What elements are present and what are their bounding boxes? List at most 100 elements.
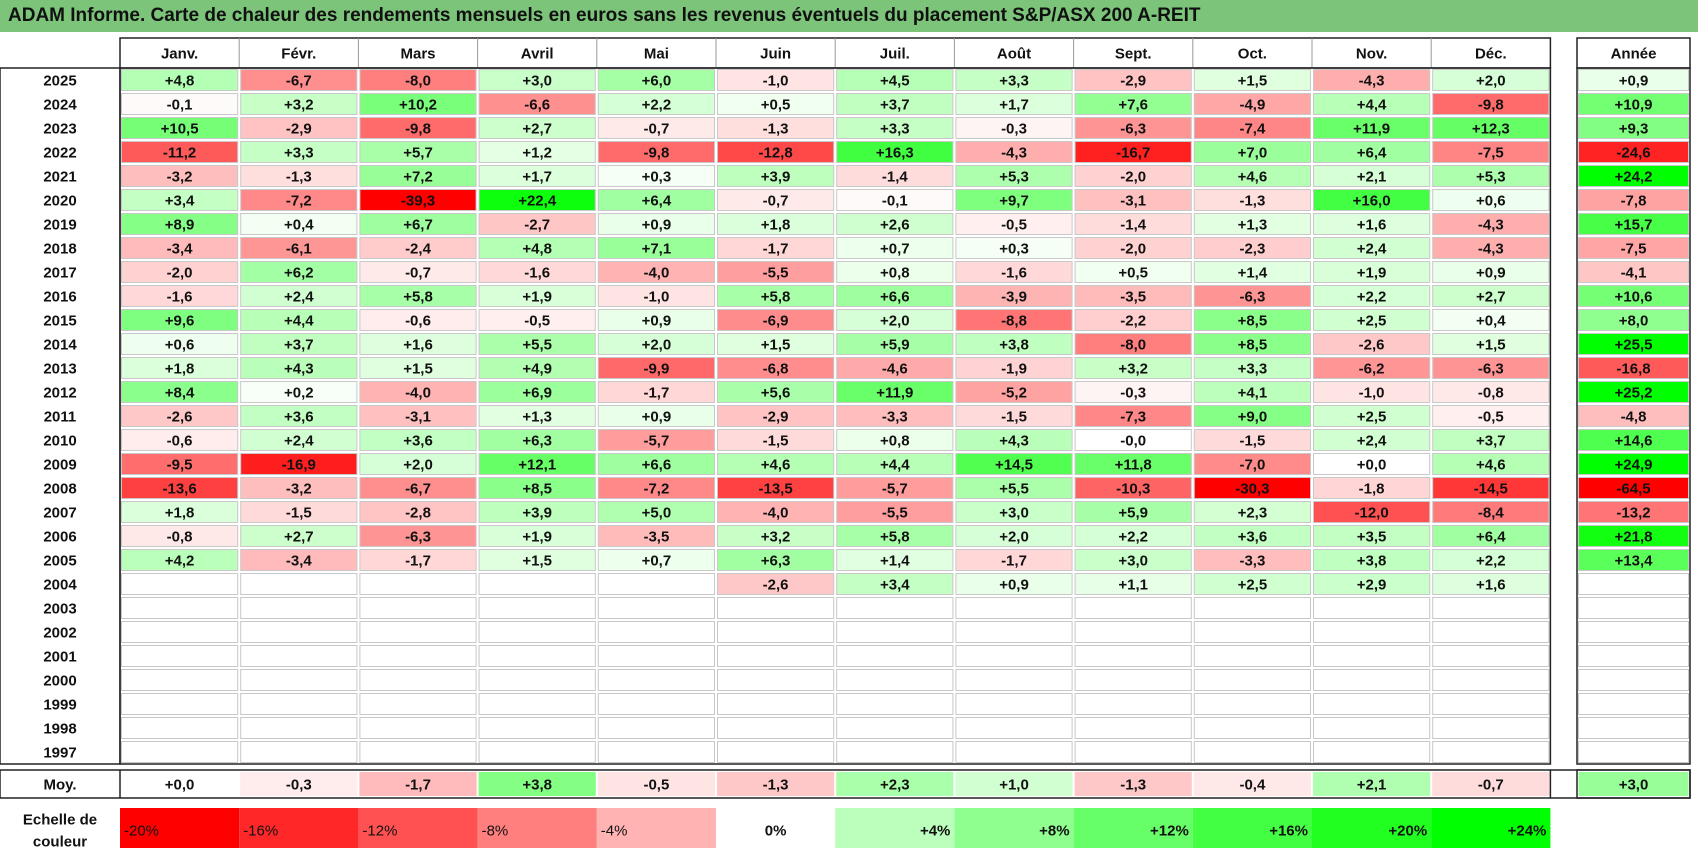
heat-cell xyxy=(836,405,954,427)
heat-cell xyxy=(359,165,477,187)
average-cell xyxy=(478,772,596,796)
annual-cell xyxy=(1578,573,1689,595)
cell-value: +0,9 xyxy=(999,577,1029,594)
cell-value: -9,5 xyxy=(167,457,193,474)
annual-cell xyxy=(1578,117,1689,139)
heat-cell xyxy=(597,405,715,427)
heat-cell xyxy=(717,309,835,331)
cell-value: +5,8 xyxy=(403,289,433,306)
cell-value: -2,0 xyxy=(167,265,193,282)
cell-value: +2,4 xyxy=(1357,241,1387,258)
heat-cell xyxy=(1313,525,1431,547)
heat-cell xyxy=(1313,357,1431,379)
scale-label: +4% xyxy=(920,823,950,840)
heat-cell xyxy=(121,693,239,715)
heat-cell xyxy=(597,693,715,715)
cell-value: -30,3 xyxy=(1235,481,1269,498)
cell-value: +0,7 xyxy=(642,553,672,570)
month-header: Mars xyxy=(400,46,435,63)
heat-cell xyxy=(1313,117,1431,139)
cell-value: +2,7 xyxy=(284,529,314,546)
cell-value: +2,2 xyxy=(1476,553,1506,570)
heat-cell xyxy=(1193,237,1312,259)
cell-value: -2,6 xyxy=(167,409,193,426)
heat-cell xyxy=(1074,741,1192,763)
cell-value: -1,7 xyxy=(763,241,789,258)
average-value: -0,7 xyxy=(1478,777,1504,794)
cell-value: +8,4 xyxy=(165,385,195,402)
year-label: 1998 xyxy=(43,721,76,738)
heat-cell xyxy=(359,381,477,403)
heat-cell xyxy=(359,357,477,379)
cell-value: -4,9 xyxy=(1239,97,1265,114)
heat-cell xyxy=(597,477,715,499)
cell-value: -4,3 xyxy=(1359,73,1385,90)
cell-value: -7,2 xyxy=(286,193,312,210)
cell-value: +0,2 xyxy=(284,385,314,402)
cell-value: +9,0 xyxy=(1238,409,1268,426)
heat-cell xyxy=(359,405,477,427)
heat-cell xyxy=(717,285,835,307)
heat-cell xyxy=(240,237,358,259)
cell-value: +1,2 xyxy=(522,145,552,162)
cell-value: -10,3 xyxy=(1116,481,1150,498)
scale-swatch xyxy=(358,808,478,848)
cell-value: +6,0 xyxy=(642,73,672,90)
annual-cell xyxy=(1578,189,1689,211)
heat-cell xyxy=(836,357,954,379)
cell-value: -7,4 xyxy=(1239,121,1266,138)
heat-cell xyxy=(478,165,596,187)
heat-cell xyxy=(717,741,835,763)
cell-value: -1,7 xyxy=(405,553,431,570)
scale-swatch xyxy=(954,808,1074,848)
heat-cell xyxy=(955,453,1073,475)
cell-value: -4,6 xyxy=(882,361,908,378)
heat-cell xyxy=(121,525,239,547)
year-label: 2017 xyxy=(43,265,76,282)
cell-value: -1,5 xyxy=(1001,409,1027,426)
heat-cell xyxy=(1074,573,1192,595)
cell-value: +1,8 xyxy=(165,505,195,522)
annual-cell xyxy=(1578,381,1689,403)
heat-cell xyxy=(1193,117,1312,139)
heat-cell xyxy=(121,453,239,475)
cell-value: -2,7 xyxy=(524,217,550,234)
heat-cell xyxy=(121,213,239,235)
scale-swatch xyxy=(1431,808,1551,848)
heat-cell xyxy=(359,669,477,691)
average-cell xyxy=(1074,772,1192,796)
heat-cell xyxy=(597,309,715,331)
heat-cell xyxy=(478,477,596,499)
heat-cell xyxy=(955,405,1073,427)
heat-cell xyxy=(836,69,954,91)
heat-cell xyxy=(1193,285,1312,307)
heat-cell xyxy=(597,669,715,691)
heat-cell xyxy=(1432,405,1550,427)
cell-value: +4,4 xyxy=(880,457,910,474)
scale-label: 0% xyxy=(765,823,787,840)
heat-cell xyxy=(836,93,954,115)
heat-cell xyxy=(597,165,715,187)
chart-title: ADAM Informe. Carte de chaleur des rende… xyxy=(0,0,1698,32)
year-label: 2012 xyxy=(43,385,76,402)
heat-cell xyxy=(955,69,1073,91)
cell-value: +6,4 xyxy=(1357,145,1387,162)
annual-cell xyxy=(1578,69,1689,91)
heat-cell xyxy=(1313,381,1431,403)
heat-cell xyxy=(597,117,715,139)
cell-value: +11,8 xyxy=(1115,457,1152,474)
heat-cell xyxy=(1193,501,1312,523)
heat-cell xyxy=(1193,741,1312,763)
cell-value: +16,0 xyxy=(1353,193,1391,210)
heat-cell xyxy=(1432,309,1550,331)
heat-cell xyxy=(1193,573,1312,595)
heat-cell xyxy=(717,189,835,211)
heat-cell xyxy=(1193,69,1312,91)
heat-cell xyxy=(836,549,954,571)
year-label: 1999 xyxy=(43,697,76,714)
heat-cell xyxy=(1432,741,1550,763)
heat-cell xyxy=(1074,93,1192,115)
heat-cell xyxy=(1193,693,1312,715)
heat-cell xyxy=(836,477,954,499)
cell-value: -9,8 xyxy=(405,121,431,138)
